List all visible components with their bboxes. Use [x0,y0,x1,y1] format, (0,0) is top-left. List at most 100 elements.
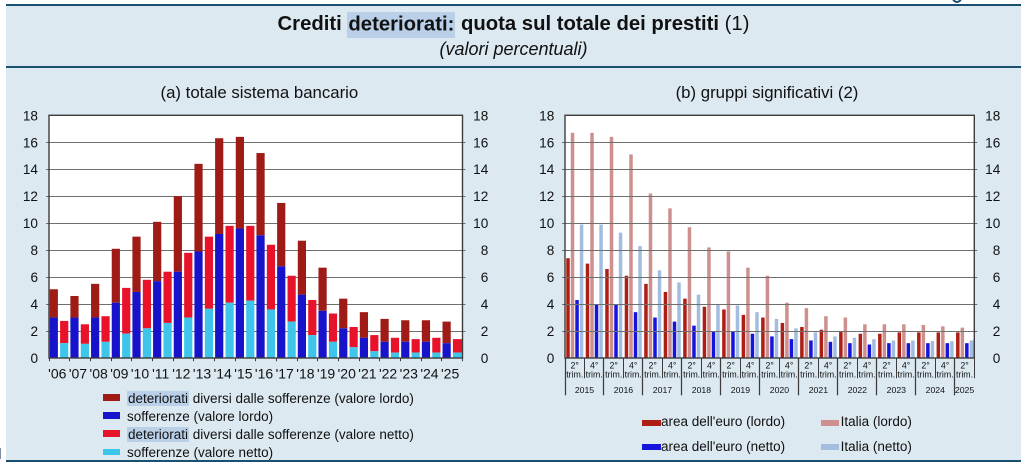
svg-text:16: 16 [539,135,554,150]
svg-text:2018: 2018 [692,385,711,395]
svg-text:14: 14 [473,162,489,177]
svg-text:10: 10 [539,216,555,231]
svg-text:trim.: trim. [859,369,876,379]
svg-text:trim.: trim. [566,369,583,379]
svg-text:4: 4 [30,297,38,312]
svg-text:12: 12 [23,189,38,204]
svg-text:0: 0 [481,351,489,366]
svg-text:trim.: trim. [683,369,700,379]
svg-text:14: 14 [539,162,555,177]
svg-text:trim.: trim. [586,369,603,379]
svg-text:trim.: trim. [878,369,895,379]
svg-text:trim.: trim. [839,369,856,379]
svg-text:8: 8 [547,243,555,258]
svg-text:4°: 4° [941,360,949,370]
svg-text:'10: '10 [131,365,149,381]
svg-text:4°: 4° [668,360,676,370]
svg-text:2°: 2° [843,360,851,370]
svg-text:0: 0 [30,351,38,366]
svg-text:8: 8 [481,243,489,258]
svg-text:4: 4 [547,297,555,312]
svg-text:trim.: trim. [781,369,798,379]
svg-text:2°: 2° [960,360,968,370]
svg-text:'13: '13 [193,365,211,381]
svg-text:trim.: trim. [722,369,739,379]
svg-text:18: 18 [539,108,554,123]
svg-text:4°: 4° [707,360,715,370]
svg-text:4°: 4° [785,360,793,370]
svg-text:2°: 2° [687,360,695,370]
svg-text:4°: 4° [863,360,871,370]
svg-text:2°: 2° [648,360,656,370]
svg-text:18: 18 [985,108,1000,123]
svg-text:10: 10 [473,216,489,231]
svg-text:10: 10 [985,216,1001,231]
svg-text:6: 6 [30,270,38,285]
svg-text:'09: '09 [110,365,128,381]
svg-text:2024: 2024 [926,385,945,395]
svg-text:2016: 2016 [614,385,633,395]
svg-text:2°: 2° [804,360,812,370]
svg-text:18: 18 [473,108,488,123]
svg-text:2°: 2° [571,360,579,370]
svg-text:4°: 4° [746,360,754,370]
svg-text:2°: 2° [726,360,734,370]
svg-text:8: 8 [993,243,1001,258]
svg-text:2°: 2° [882,360,890,370]
svg-text:4: 4 [993,297,1001,312]
svg-text:2023: 2023 [887,385,906,395]
svg-text:14: 14 [23,162,39,177]
svg-text:'23: '23 [400,365,418,381]
svg-text:'24: '24 [420,365,438,381]
svg-text:'19: '19 [317,365,335,381]
svg-text:trim.: trim. [898,369,915,379]
svg-text:trim.: trim. [703,369,720,379]
svg-text:6: 6 [481,270,489,285]
svg-text:16: 16 [23,135,38,150]
svg-text:12: 12 [473,189,488,204]
svg-text:'06: '06 [48,365,66,381]
svg-text:8: 8 [30,243,38,258]
svg-text:trim.: trim. [664,369,681,379]
svg-text:'12: '12 [172,365,190,381]
svg-text:'15: '15 [234,365,252,381]
svg-text:trim.: trim. [761,369,778,379]
svg-text:'18: '18 [296,365,314,381]
svg-text:2: 2 [30,324,38,339]
svg-text:'20: '20 [338,365,356,381]
svg-text:trim.: trim. [644,369,661,379]
svg-text:4°: 4° [629,360,637,370]
svg-text:2°: 2° [610,360,618,370]
svg-text:2021: 2021 [809,385,828,395]
svg-text:2020: 2020 [770,385,789,395]
svg-text:0: 0 [547,351,555,366]
svg-text:2°: 2° [765,360,773,370]
svg-text:'11: '11 [152,365,169,381]
svg-text:6: 6 [993,270,1001,285]
svg-text:'17: '17 [276,365,294,381]
svg-text:16: 16 [985,135,1000,150]
svg-text:trim.: trim. [956,369,973,379]
svg-text:4°: 4° [590,360,598,370]
svg-text:12: 12 [985,189,1000,204]
svg-text:'21: '21 [358,365,376,381]
svg-text:'08: '08 [90,365,108,381]
svg-text:'16: '16 [255,365,273,381]
svg-text:18: 18 [23,108,38,123]
svg-text:trim.: trim. [917,369,934,379]
svg-text:4: 4 [481,297,489,312]
svg-text:4°: 4° [902,360,910,370]
svg-text:'07: '07 [69,365,87,381]
svg-text:trim.: trim. [800,369,817,379]
svg-text:2°: 2° [921,360,929,370]
svg-text:2017: 2017 [653,385,672,395]
svg-text:trim.: trim. [937,369,954,379]
svg-text:2: 2 [481,324,489,339]
svg-text:trim.: trim. [820,369,837,379]
svg-text:2015: 2015 [575,385,594,395]
svg-text:2: 2 [547,324,555,339]
svg-text:2: 2 [993,324,1001,339]
svg-text:'14: '14 [214,365,232,381]
svg-text:'25: '25 [441,365,459,381]
svg-text:14: 14 [985,162,1001,177]
